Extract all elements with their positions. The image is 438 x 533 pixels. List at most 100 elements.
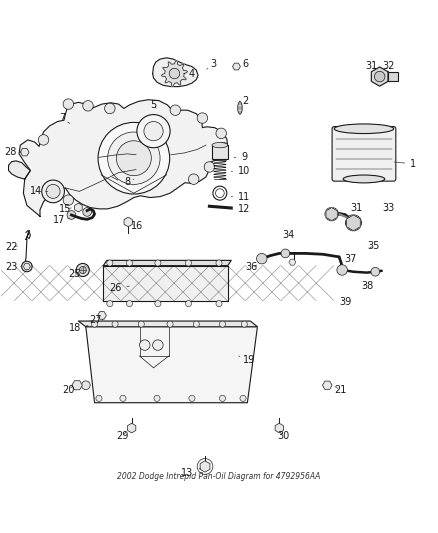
Text: 25: 25 — [69, 269, 81, 279]
Circle shape — [218, 142, 229, 153]
Text: 35: 35 — [368, 240, 380, 251]
Text: 16: 16 — [131, 221, 143, 231]
Text: 21: 21 — [334, 385, 346, 394]
Circle shape — [216, 260, 222, 266]
Polygon shape — [20, 148, 29, 156]
Text: 29: 29 — [116, 431, 128, 441]
Text: 19: 19 — [239, 356, 255, 365]
Circle shape — [185, 260, 191, 266]
Circle shape — [216, 128, 226, 139]
Circle shape — [112, 321, 118, 327]
Text: 8: 8 — [124, 177, 134, 187]
Text: 27: 27 — [90, 315, 102, 325]
Polygon shape — [162, 61, 187, 86]
Polygon shape — [238, 101, 242, 115]
Circle shape — [185, 301, 191, 306]
Text: 7: 7 — [59, 113, 70, 123]
Text: 38: 38 — [361, 281, 374, 291]
Text: 3: 3 — [207, 59, 217, 69]
Circle shape — [108, 132, 160, 184]
Circle shape — [189, 395, 195, 401]
Circle shape — [219, 321, 226, 327]
Circle shape — [89, 323, 96, 330]
Circle shape — [204, 161, 215, 172]
Polygon shape — [127, 423, 136, 433]
Circle shape — [92, 321, 98, 327]
Circle shape — [371, 268, 380, 276]
Text: 36: 36 — [246, 262, 258, 272]
Text: 10: 10 — [231, 166, 251, 176]
Text: 14: 14 — [30, 187, 48, 196]
Polygon shape — [289, 259, 296, 265]
Circle shape — [24, 264, 29, 269]
Text: 34: 34 — [282, 230, 294, 240]
Circle shape — [83, 207, 92, 216]
Polygon shape — [124, 217, 132, 227]
Polygon shape — [200, 461, 210, 472]
Text: 11: 11 — [231, 192, 251, 201]
Text: 1: 1 — [394, 159, 417, 169]
Circle shape — [21, 261, 32, 272]
Circle shape — [42, 180, 64, 203]
Text: 13: 13 — [181, 467, 201, 478]
Circle shape — [281, 249, 290, 258]
Polygon shape — [86, 327, 258, 403]
Text: 28: 28 — [4, 147, 21, 157]
Text: 5: 5 — [150, 100, 157, 110]
Polygon shape — [74, 203, 82, 212]
Text: 39: 39 — [339, 297, 352, 308]
Ellipse shape — [343, 175, 385, 183]
Polygon shape — [98, 312, 106, 319]
Circle shape — [107, 260, 113, 266]
Circle shape — [127, 301, 133, 306]
Circle shape — [98, 123, 170, 194]
Circle shape — [86, 321, 99, 333]
Circle shape — [346, 215, 361, 231]
Circle shape — [79, 266, 86, 273]
Circle shape — [63, 99, 74, 109]
Text: 31: 31 — [366, 61, 378, 71]
Circle shape — [76, 263, 89, 277]
Circle shape — [117, 141, 151, 176]
Polygon shape — [103, 261, 231, 265]
Text: 12: 12 — [231, 204, 251, 214]
Polygon shape — [152, 58, 198, 87]
Circle shape — [188, 174, 199, 184]
Circle shape — [167, 321, 173, 327]
Text: 31: 31 — [350, 203, 363, 213]
Text: 15: 15 — [59, 204, 71, 214]
Circle shape — [197, 113, 208, 123]
Circle shape — [67, 211, 76, 220]
Text: 32: 32 — [382, 61, 395, 71]
Text: 22: 22 — [5, 242, 18, 252]
Circle shape — [140, 340, 150, 350]
Bar — [212, 145, 228, 159]
Polygon shape — [371, 67, 388, 86]
Polygon shape — [346, 215, 360, 231]
FancyBboxPatch shape — [332, 126, 396, 181]
Circle shape — [325, 207, 338, 221]
Text: 6: 6 — [242, 59, 248, 69]
Circle shape — [337, 265, 347, 275]
Circle shape — [154, 395, 160, 401]
Circle shape — [63, 195, 74, 205]
Circle shape — [107, 301, 113, 306]
Polygon shape — [103, 265, 228, 301]
Circle shape — [138, 321, 145, 327]
Circle shape — [38, 135, 49, 145]
Polygon shape — [72, 381, 82, 390]
Circle shape — [216, 301, 222, 306]
Text: 18: 18 — [69, 324, 88, 334]
Circle shape — [155, 260, 161, 266]
Circle shape — [374, 71, 385, 82]
Polygon shape — [275, 423, 283, 433]
Text: 4: 4 — [189, 69, 198, 79]
Text: 17: 17 — [53, 215, 70, 225]
Polygon shape — [233, 63, 240, 70]
Circle shape — [120, 395, 126, 401]
Circle shape — [46, 184, 60, 198]
Polygon shape — [322, 381, 332, 390]
Circle shape — [81, 381, 90, 390]
Circle shape — [169, 68, 180, 79]
Text: 2002 Dodge Intrepid Pan-Oil Diagram for 4792956AA: 2002 Dodge Intrepid Pan-Oil Diagram for … — [117, 472, 321, 481]
